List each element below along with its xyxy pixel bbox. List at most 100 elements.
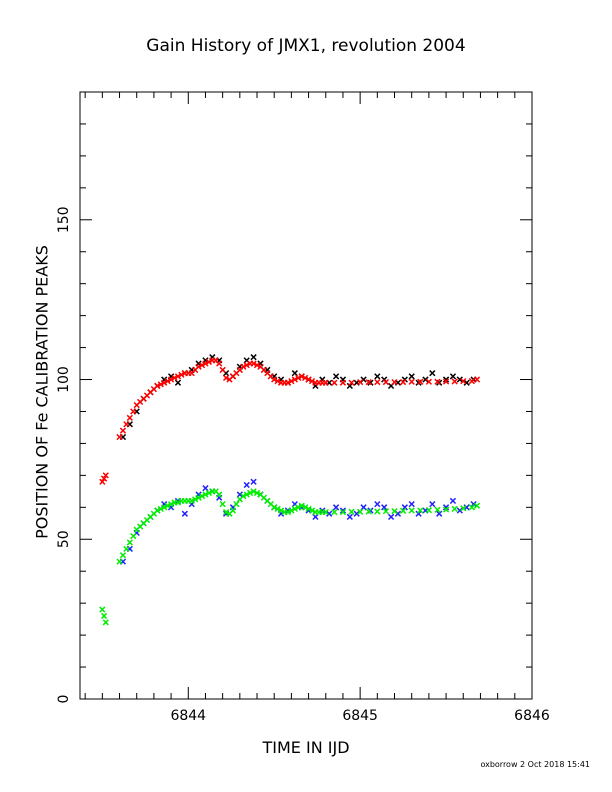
- data-point: [116, 558, 123, 565]
- data-point: [243, 481, 250, 489]
- data-point: [205, 358, 213, 366]
- data-point: [291, 370, 298, 377]
- data-point: [331, 379, 338, 386]
- data-point: [382, 378, 390, 386]
- data-point: [192, 496, 199, 503]
- data-point: [348, 379, 355, 386]
- data-point: [365, 508, 372, 515]
- data-point: [229, 507, 237, 514]
- data-point: [99, 606, 106, 613]
- data-point: [295, 504, 302, 511]
- data-point: [339, 507, 347, 514]
- data-point: [417, 507, 424, 514]
- plot-axes: 6844 6845 6846 0 50 100 150: [56, 91, 550, 724]
- data-point: [331, 508, 338, 516]
- data-point: [202, 360, 209, 367]
- data-point: [434, 506, 441, 514]
- data-point: [174, 499, 182, 506]
- data-point: [339, 508, 347, 516]
- data-point: [312, 513, 319, 521]
- data-point: [442, 506, 450, 513]
- data-point: [243, 362, 250, 369]
- series-3: [99, 357, 481, 485]
- data-point: [102, 619, 109, 626]
- data-point: [298, 373, 305, 380]
- data-point: [374, 378, 381, 386]
- data-point: [119, 427, 127, 434]
- data-point: [116, 433, 123, 441]
- data-point: [288, 507, 295, 514]
- data-point: [417, 378, 424, 385]
- data-point: [219, 500, 226, 508]
- data-point: [391, 378, 398, 386]
- data-point: [130, 532, 137, 540]
- data-point: [291, 376, 298, 383]
- data-point: [429, 370, 436, 377]
- data-point: [161, 504, 168, 511]
- data-point: [460, 505, 467, 512]
- data-point: [99, 478, 106, 485]
- data-point: [415, 510, 422, 517]
- plot-marks: [99, 354, 481, 626]
- data-point: [401, 504, 408, 511]
- data-point: [161, 379, 168, 386]
- data-point: [348, 508, 355, 515]
- data-point: [387, 513, 395, 521]
- data-point: [236, 491, 243, 498]
- data-point: [399, 507, 407, 514]
- data-point: [154, 382, 161, 390]
- data-point: [274, 505, 281, 513]
- data-point: [202, 491, 209, 498]
- data-point: [205, 489, 213, 497]
- data-point: [198, 362, 206, 369]
- data-point: [164, 377, 171, 385]
- data-point: [442, 376, 450, 383]
- data-point: [188, 497, 195, 505]
- data-point: [164, 502, 171, 509]
- data-point: [456, 507, 463, 514]
- y-tick-label: 150: [56, 206, 72, 233]
- data-point: [357, 508, 364, 515]
- data-point: [308, 507, 316, 514]
- data-point: [346, 382, 353, 390]
- data-point: [240, 363, 247, 370]
- data-point: [346, 513, 353, 521]
- data-point: [284, 379, 292, 386]
- data-point: [250, 478, 257, 485]
- data-point: [123, 545, 130, 552]
- data-point: [332, 373, 340, 380]
- data-point: [167, 376, 175, 383]
- data-point: [408, 378, 415, 385]
- data-point: [326, 510, 333, 517]
- data-point: [436, 510, 443, 517]
- data-point: [408, 507, 415, 514]
- data-point: [391, 508, 398, 515]
- data-point: [100, 612, 108, 620]
- y-tick-label: 100: [56, 366, 72, 393]
- x-tick-label: 6846: [514, 708, 550, 724]
- data-point: [468, 377, 475, 385]
- data-point: [250, 360, 257, 367]
- data-point: [271, 376, 278, 383]
- data-point: [288, 377, 295, 385]
- plot-frame: [79, 91, 533, 700]
- data-point: [322, 379, 329, 386]
- footer-timestamp: oxborrow 2 Oct 2018 15:41: [480, 760, 590, 769]
- data-point: [381, 504, 388, 511]
- data-point: [295, 374, 302, 382]
- data-point: [253, 489, 261, 497]
- data-point: [473, 502, 481, 509]
- data-point: [449, 497, 457, 505]
- data-point: [442, 504, 450, 511]
- chart-title: Gain History of JMX1, revolution 2004: [146, 36, 466, 56]
- data-point: [298, 502, 305, 509]
- data-point: [274, 377, 281, 385]
- data-point: [429, 500, 436, 508]
- data-point: [399, 378, 407, 386]
- data-point: [222, 374, 230, 382]
- data-point: [119, 552, 127, 559]
- series-4: [99, 488, 481, 626]
- data-point: [102, 472, 109, 479]
- data-point: [130, 408, 137, 415]
